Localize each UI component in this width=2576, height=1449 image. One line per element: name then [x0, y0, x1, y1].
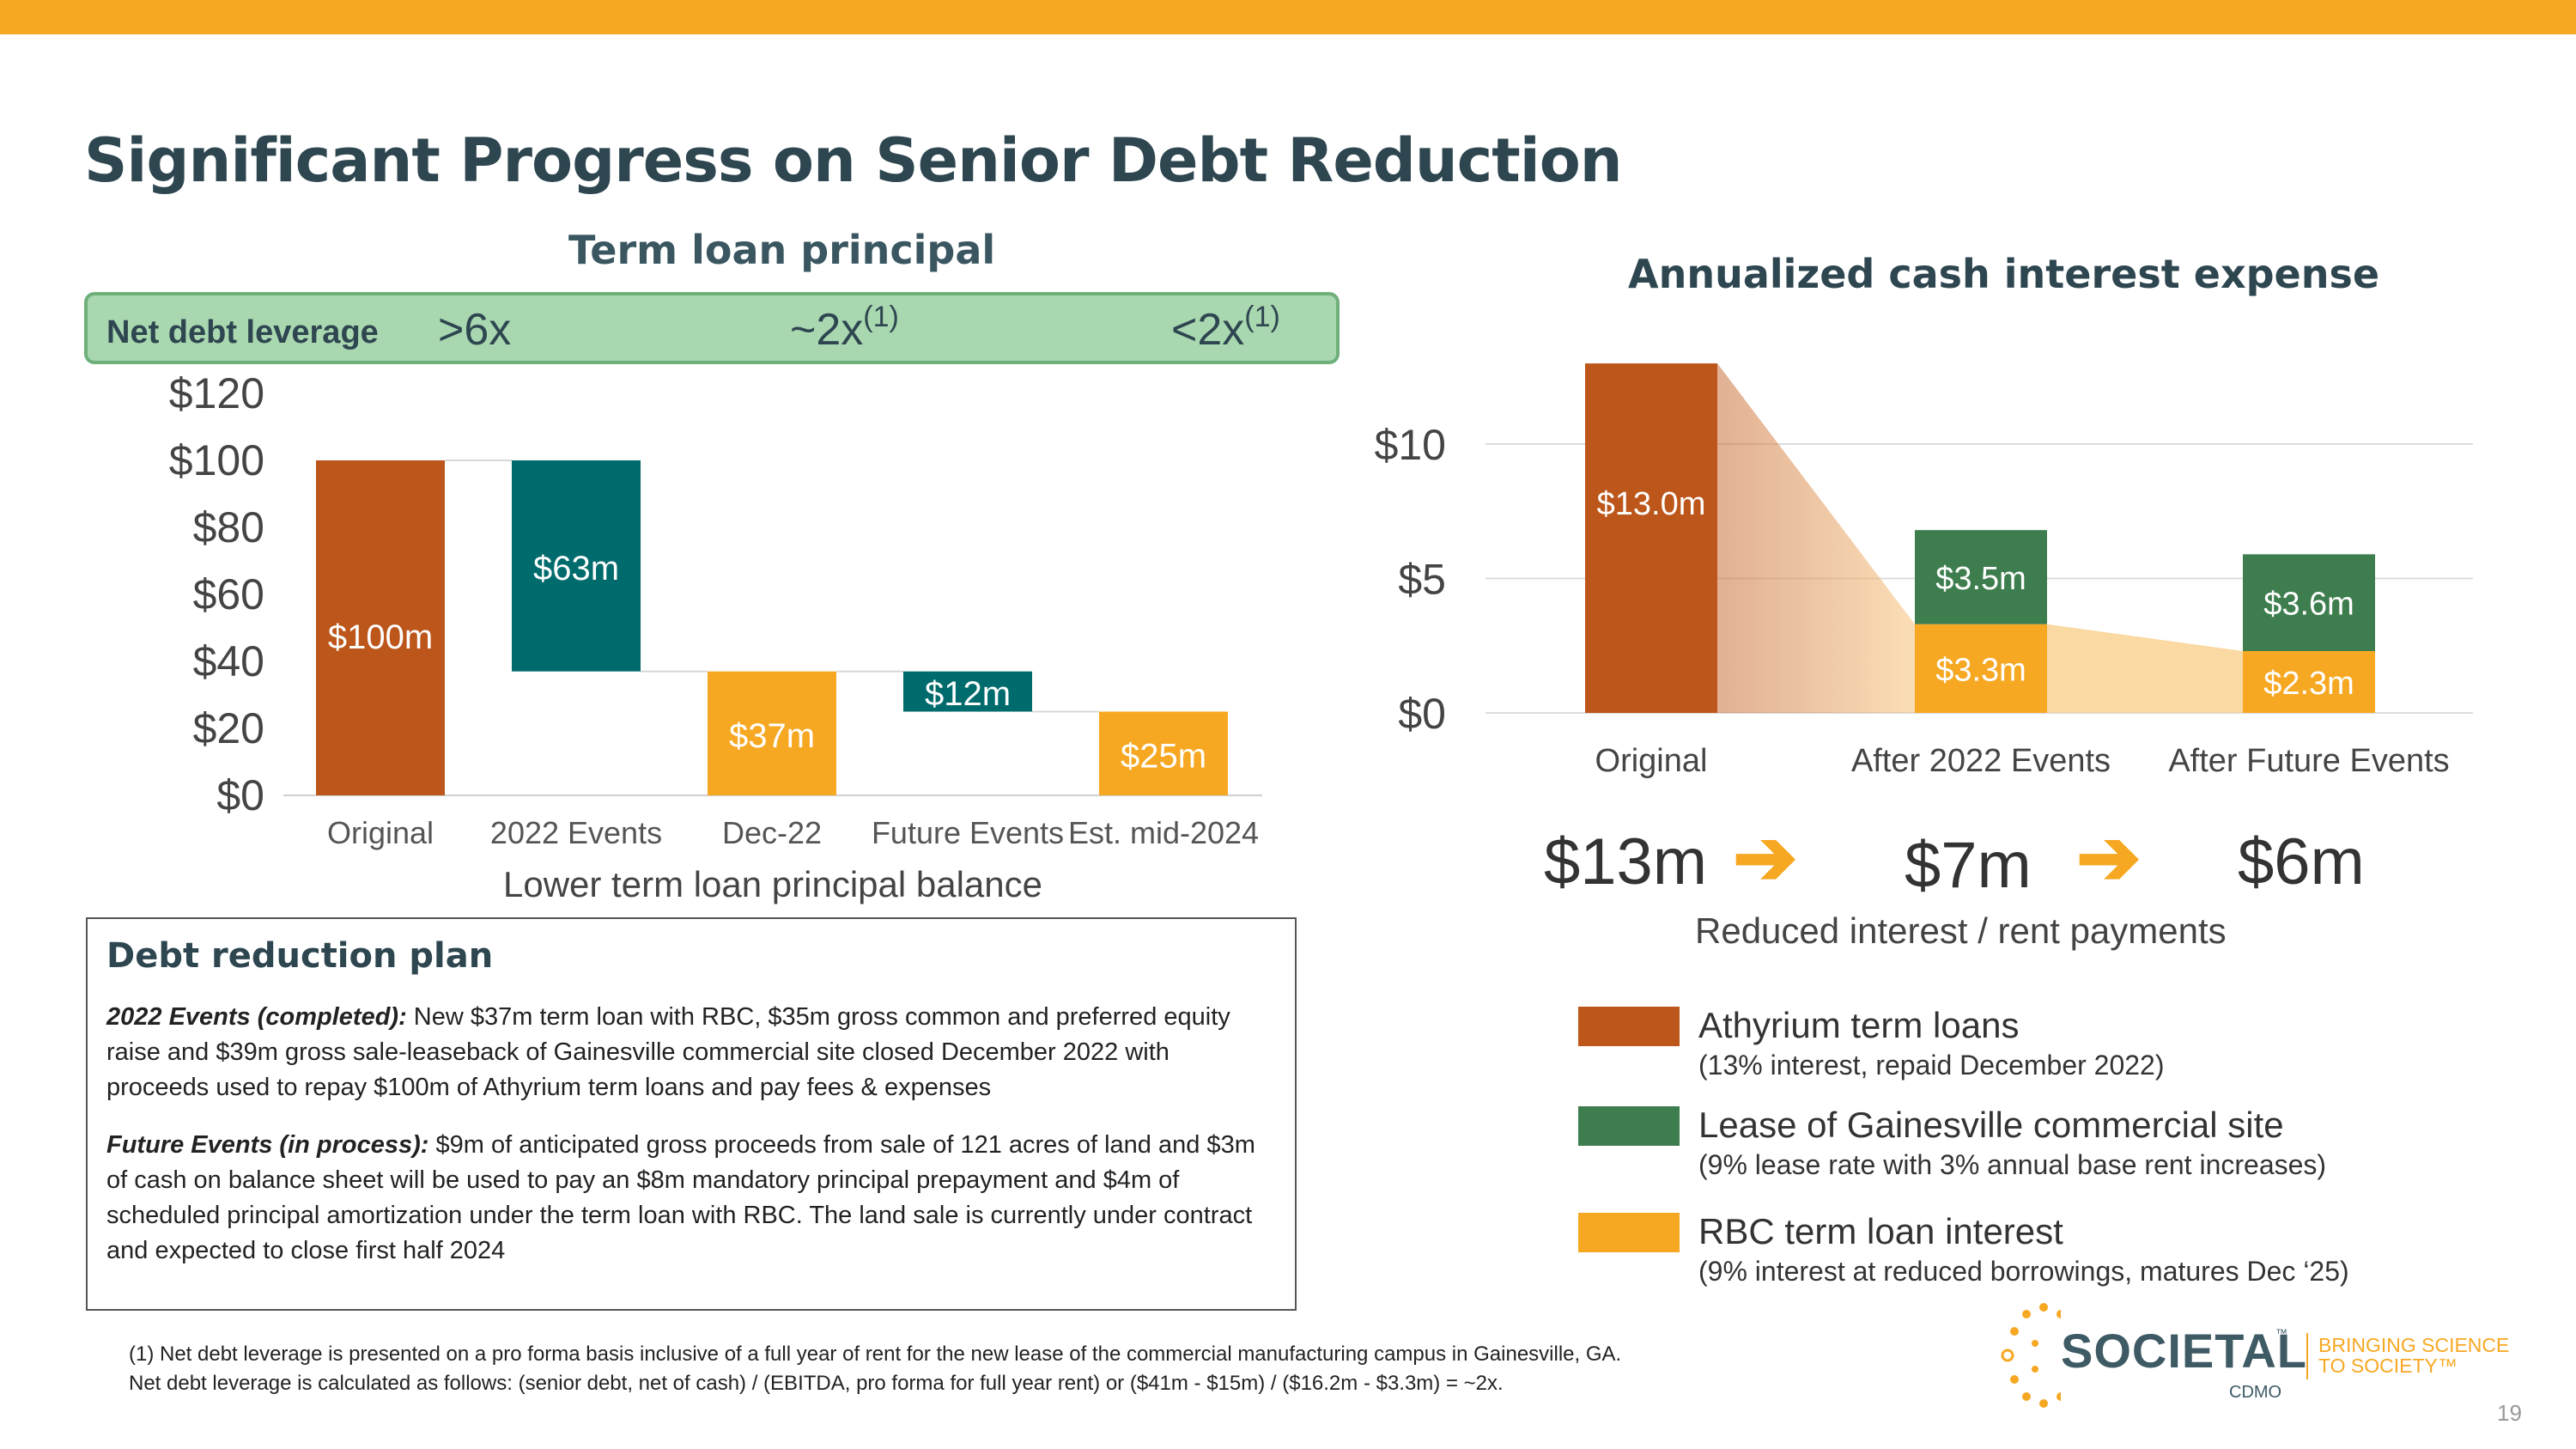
legend-swatch-rbc	[1578, 1213, 1680, 1252]
bar-data-label: $3.5m	[1935, 561, 2026, 597]
y-tick-label: $0	[216, 771, 264, 819]
net-debt-leverage-banner: Net debt leverage >6x ~2x(1) <2x(1)	[84, 292, 1340, 364]
waterfall-bar	[512, 460, 641, 672]
flow-value-original: $13m	[1544, 825, 1708, 898]
plan-future-events: Future Events (in process): $9m of antic…	[106, 1131, 1255, 1264]
term-loan-caption: Lower term loan principal balance	[503, 864, 1043, 904]
flow-value-after-future: $6m	[2238, 825, 2365, 898]
legend-rbc-detail: (9% interest at reduced borrowings, matu…	[1698, 1256, 2349, 1287]
legend-lease-detail: (9% lease rate with 3% annual base rent …	[1698, 1149, 2327, 1180]
x-tick-label: After Future Events	[2168, 743, 2449, 779]
bar-data-label: $63m	[533, 550, 619, 588]
y-tick-label: $60	[193, 570, 264, 618]
footnote-line-1: (1) Net debt leverage is presented on a …	[129, 1342, 1622, 1366]
legend-rbc: RBC term loan interest	[1698, 1211, 2063, 1251]
y-tick-label: $20	[193, 704, 264, 752]
x-tick-label: 2022 Events	[490, 815, 662, 850]
y-tick-label: $120	[169, 369, 264, 417]
legend-athyrium-detail: (13% interest, repaid December 2022)	[1698, 1050, 2165, 1081]
right-arrow-icon: ➔	[2076, 815, 2142, 901]
y-tick-label: $5	[1398, 556, 1446, 604]
debt-reduction-plan-box: Debt reduction plan 2022 Events (complet…	[86, 917, 1297, 1311]
legend-swatch-athyrium	[1578, 1007, 1680, 1046]
term-loan-chart-title: Term loan principal	[568, 227, 996, 273]
y-tick-label: $0	[1398, 690, 1446, 738]
logo-separator	[2306, 1333, 2308, 1379]
waterfall-bar	[708, 671, 836, 795]
footnote: (1) Net debt leverage is presented on a …	[129, 1340, 1621, 1398]
x-tick-label: Original	[327, 815, 434, 850]
top-accent-bar	[0, 0, 2576, 34]
y-tick-label: $40	[193, 637, 264, 685]
stacked-bar-segment	[1915, 624, 2047, 713]
x-tick-label: Future Events	[872, 815, 1064, 850]
waterfall-bar	[903, 671, 1032, 712]
bar-data-label: $13.0m	[1597, 486, 1706, 522]
x-tick-label: Original	[1595, 743, 1708, 779]
bar-data-label: $3.3m	[1935, 652, 2026, 688]
legend-lease: Lease of Gainesville commercial site	[1698, 1105, 2284, 1145]
bar-data-label: $2.3m	[2263, 666, 2354, 702]
leverage-label: Net debt leverage	[106, 314, 379, 350]
plan-heading: Debt reduction plan	[106, 936, 494, 976]
bar-data-label: $3.6m	[2263, 587, 2354, 623]
waterfall-bar	[1099, 711, 1228, 795]
logo-tagline: BRINGING SCIENCE TO SOCIETY™	[2318, 1334, 2510, 1377]
logo-dots-icon	[2001, 1303, 2061, 1408]
leverage-dec22: ~2x(1)	[790, 301, 899, 355]
legend-athyrium: Athyrium term loans	[1698, 1005, 2020, 1045]
stacked-bar-segment	[2243, 651, 2375, 713]
bar-data-label: $12m	[925, 675, 1011, 713]
stacked-bar-segment	[1585, 363, 1717, 713]
y-tick-label: $10	[1375, 421, 1446, 469]
legend-swatch-lease	[1578, 1106, 1680, 1146]
interest-caption: Reduced interest / rent payments	[1695, 910, 2227, 951]
page-title: Significant Progress on Senior Debt Redu…	[84, 125, 1623, 196]
x-tick-label: Est. mid-2024	[1068, 815, 1259, 850]
bar-data-label: $25m	[1121, 737, 1206, 775]
logo-sub: CDMO	[2229, 1383, 2282, 1402]
flow-value-after-2022: $7m	[1905, 829, 2032, 902]
stacked-bar-segment	[2243, 554, 2375, 652]
bar-data-label: $37m	[729, 717, 815, 755]
logo-trademark: ™	[2275, 1326, 2287, 1340]
leverage-original: >6x	[438, 305, 512, 355]
societal-logo: SOCIETAL ™ BRINGING SCIENCE TO SOCIETY™ …	[1992, 1297, 2524, 1426]
bar-data-label: $100m	[328, 618, 433, 656]
y-tick-label: $80	[193, 503, 264, 551]
right-arrow-icon: ➔	[1733, 815, 1798, 901]
x-tick-label: Dec-22	[722, 815, 822, 850]
leverage-mid2024: <2x(1)	[1171, 301, 1280, 355]
x-tick-label: After 2022 Events	[1851, 743, 2111, 779]
page-number: 19	[2497, 1400, 2522, 1426]
y-tick-label: $100	[169, 436, 264, 484]
flow-shading	[2047, 624, 2243, 713]
footnote-line-2: Net debt leverage is calculated as follo…	[129, 1372, 1504, 1395]
logo-name: SOCIETAL	[2061, 1324, 2307, 1378]
interest-chart-title: Annualized cash interest expense	[1628, 251, 2380, 297]
stacked-bar-segment	[1915, 530, 2047, 624]
waterfall-bar	[316, 460, 445, 795]
flow-shading	[1717, 363, 1915, 713]
plan-2022-events: 2022 Events (completed): New $37m term l…	[106, 1003, 1230, 1101]
